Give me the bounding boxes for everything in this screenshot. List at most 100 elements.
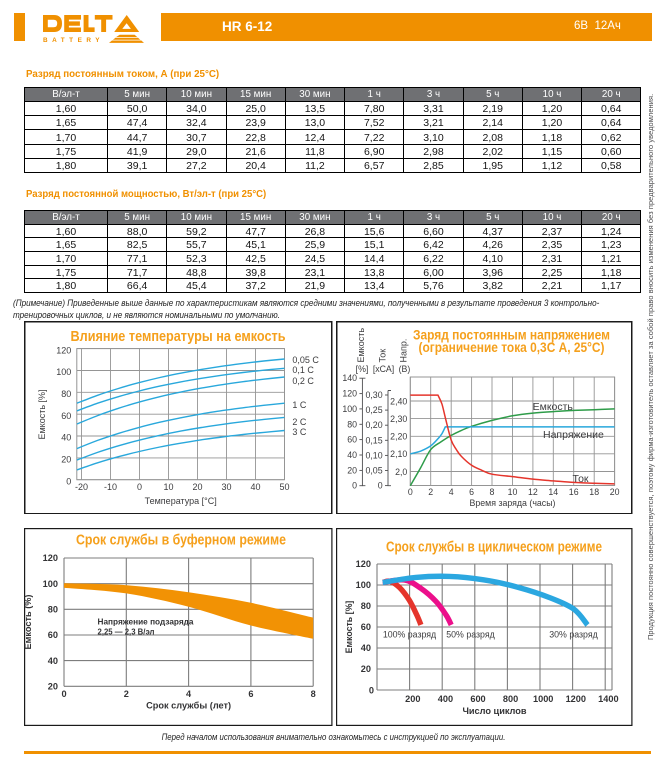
svg-text:3 C: 3 C [292, 426, 307, 436]
svg-text:40: 40 [250, 482, 260, 492]
svg-text:2 C: 2 C [292, 416, 307, 426]
svg-text:0: 0 [66, 476, 71, 486]
svg-text:Напр.: Напр. [399, 338, 409, 362]
svg-text:2,30: 2,30 [390, 414, 407, 424]
svg-text:60: 60 [347, 434, 357, 444]
svg-text:40: 40 [61, 432, 71, 442]
svg-text:12: 12 [528, 487, 538, 497]
svg-text:0: 0 [369, 686, 374, 696]
svg-text:30% разряд: 30% разряд [549, 630, 597, 640]
svg-text:6: 6 [248, 689, 253, 699]
svg-text:600: 600 [470, 694, 485, 704]
svg-text:0,2 C: 0,2 C [292, 375, 314, 385]
svg-text:4: 4 [449, 487, 454, 497]
svg-text:60: 60 [61, 410, 71, 420]
svg-text:Срок службы в циклическом режи: Срок службы в циклическом режиме [386, 540, 602, 556]
svg-text:20: 20 [610, 487, 620, 497]
svg-text:80: 80 [61, 389, 71, 399]
svg-text:2: 2 [124, 689, 129, 699]
svg-text:0,1 C: 0,1 C [292, 364, 314, 374]
svg-text:1400: 1400 [598, 694, 618, 704]
svg-text:Емкость: Емкость [533, 401, 574, 413]
svg-text:0,15: 0,15 [365, 435, 382, 445]
svg-text:80: 80 [48, 605, 58, 615]
svg-text:Температура [°C]: Температура [°C] [145, 496, 217, 506]
svg-text:100: 100 [356, 580, 371, 590]
svg-text:1000: 1000 [533, 694, 553, 704]
svg-text:16: 16 [569, 487, 579, 497]
svg-text:100% разряд: 100% разряд [383, 630, 436, 640]
svg-text:Емкость: Емкость [356, 327, 366, 362]
svg-text:[%]: [%] [356, 364, 369, 374]
svg-text:Ток: Ток [378, 348, 388, 362]
svg-text:120: 120 [356, 559, 371, 569]
svg-text:400: 400 [438, 694, 453, 704]
svg-text:-20: -20 [75, 482, 88, 492]
svg-text:2,20: 2,20 [390, 431, 407, 441]
svg-text:60: 60 [361, 622, 371, 632]
svg-text:0,25: 0,25 [365, 405, 382, 415]
svg-text:0,10: 0,10 [365, 450, 382, 460]
svg-text:Емкость [%]: Емкость [%] [344, 601, 354, 654]
svg-text:40: 40 [361, 643, 371, 653]
svg-text:60: 60 [48, 630, 58, 640]
svg-text:200: 200 [405, 694, 420, 704]
svg-text:40: 40 [347, 450, 357, 460]
svg-text:Срок службы (лет): Срок службы (лет) [146, 701, 231, 711]
svg-text:18: 18 [589, 487, 599, 497]
svg-text:120: 120 [56, 345, 71, 355]
svg-text:0,30: 0,30 [365, 390, 382, 400]
svg-text:800: 800 [503, 694, 518, 704]
svg-text:Емкость (%): Емкость (%) [24, 595, 33, 650]
svg-text:Влияние температуры на емкость: Влияние температуры на емкость [71, 329, 286, 345]
svg-text:0,05: 0,05 [365, 465, 382, 475]
svg-text:30: 30 [221, 482, 231, 492]
svg-text:10: 10 [163, 482, 173, 492]
svg-text:8: 8 [311, 689, 316, 699]
svg-text:14: 14 [548, 487, 558, 497]
svg-text:1 C: 1 C [292, 400, 307, 410]
svg-text:0: 0 [352, 480, 357, 490]
svg-text:0: 0 [61, 689, 66, 699]
svg-text:2,0: 2,0 [395, 466, 407, 476]
svg-text:2,40: 2,40 [390, 396, 407, 406]
svg-text:-10: -10 [104, 482, 117, 492]
svg-text:50: 50 [279, 482, 289, 492]
svg-text:BATTERY: BATTERY [43, 37, 104, 44]
svg-text:100: 100 [342, 403, 357, 413]
svg-text:80: 80 [347, 419, 357, 429]
svg-text:[хСА]: [хСА] [373, 364, 394, 374]
svg-text:0,20: 0,20 [365, 420, 382, 430]
svg-text:50% разряд: 50% разряд [446, 630, 494, 640]
svg-text:1200: 1200 [566, 694, 586, 704]
svg-text:0: 0 [137, 482, 142, 492]
svg-text:10: 10 [508, 487, 518, 497]
svg-text:2,25 — 2,3 В/эл: 2,25 — 2,3 В/эл [98, 627, 155, 637]
svg-text:8: 8 [490, 487, 495, 497]
svg-text:(В): (В) [399, 364, 411, 374]
svg-text:100: 100 [43, 579, 58, 589]
svg-text:4: 4 [186, 689, 192, 699]
svg-text:20: 20 [347, 465, 357, 475]
svg-text:20: 20 [48, 682, 58, 692]
svg-text:40: 40 [48, 656, 58, 666]
svg-text:Заряд постоянным напряжением: Заряд постоянным напряжением [413, 327, 610, 342]
svg-text:2,10: 2,10 [390, 449, 407, 459]
svg-text:Ток: Ток [573, 473, 589, 485]
svg-text:100: 100 [56, 367, 71, 377]
svg-text:0: 0 [378, 480, 383, 490]
svg-text:20: 20 [192, 482, 202, 492]
svg-text:20: 20 [61, 454, 71, 464]
svg-text:(ограничение тока 0,3С А, 25°С: (ограничение тока 0,3С А, 25°С) [419, 340, 605, 355]
svg-text:120: 120 [342, 388, 357, 398]
svg-text:0: 0 [408, 487, 413, 497]
svg-text:Срок службы в буферном режиме: Срок службы в буферном режиме [76, 533, 286, 549]
svg-text:Напряжение подзаряда: Напряжение подзаряда [98, 616, 194, 626]
svg-text:2: 2 [428, 487, 433, 497]
svg-text:Напряжение: Напряжение [543, 429, 604, 441]
svg-text:Число циклов: Число циклов [462, 706, 526, 716]
svg-text:Емкость [%]: Емкость [%] [37, 389, 47, 439]
svg-text:Время заряда (часы): Время заряда (часы) [470, 498, 556, 508]
svg-text:140: 140 [342, 373, 357, 383]
svg-text:0,05 C: 0,05 C [292, 354, 319, 364]
